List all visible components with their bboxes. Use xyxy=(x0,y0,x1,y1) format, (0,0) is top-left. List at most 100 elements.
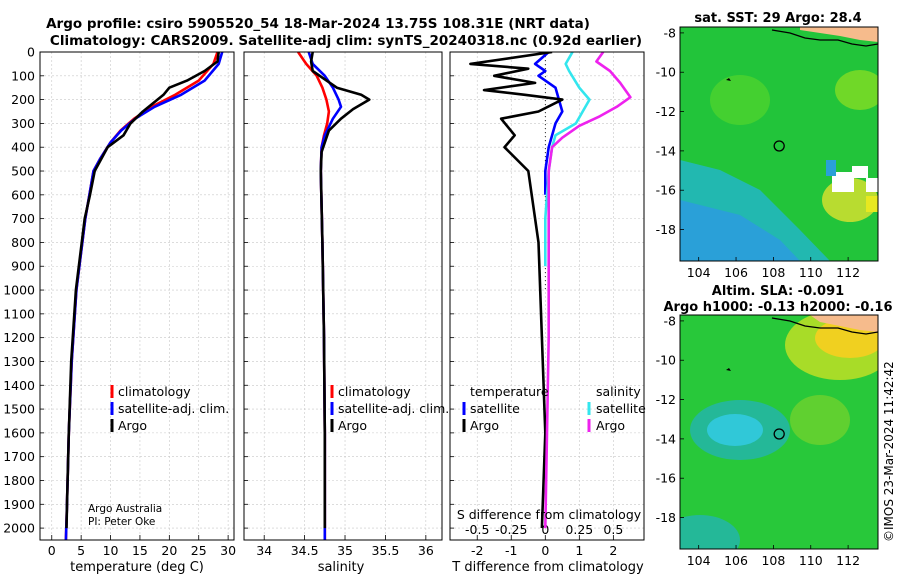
sla-map-frame xyxy=(679,314,879,550)
depth-tick-label: 1600 xyxy=(3,425,35,440)
x-tick-label: 0 xyxy=(48,543,56,558)
depth-tick-label: 0 xyxy=(27,45,35,60)
title-line-2: Climatology: CARS2009. Satellite-adj cli… xyxy=(50,33,642,49)
legend-label-argo: Argo xyxy=(118,418,147,433)
depth-tick-label: 800 xyxy=(11,235,35,250)
x-tick-label: -2 xyxy=(471,543,483,558)
depth-tick-label: 1500 xyxy=(3,402,35,417)
sst-warm-patch-2 xyxy=(710,75,770,125)
sst-coastline xyxy=(771,29,878,47)
salinity-legend: climatology satellite-adj. clim. Argo xyxy=(330,384,449,433)
depth-tick-label: 1900 xyxy=(3,497,35,512)
sst-map-frame xyxy=(679,26,879,262)
x-tick-label: 30 xyxy=(220,543,236,558)
series-line-argo xyxy=(65,52,220,529)
series-line-t-satellite xyxy=(533,52,564,195)
depth-tick-label: 200 xyxy=(11,92,35,107)
series-group xyxy=(64,52,224,540)
map-x-tick-label: 112 xyxy=(836,265,860,280)
legend-label-satellite: satellite-adj. clim. xyxy=(118,401,229,416)
sla-map xyxy=(680,315,878,549)
x-tick-label: -1 xyxy=(505,543,517,558)
annotation-pi: PI: Peter Oke xyxy=(88,516,155,528)
sst-cloud-gap-3 xyxy=(866,178,878,192)
sst-cold-spot xyxy=(826,160,836,176)
map-y-tick-label: -16 xyxy=(656,183,676,198)
map-x-tick-label: 112 xyxy=(836,553,860,568)
x-tick-label: 0 xyxy=(541,543,549,558)
sst-warm-patch-3 xyxy=(835,70,878,110)
depth-tick-label: 2000 xyxy=(3,521,35,536)
depth-tick-label: 700 xyxy=(11,211,35,226)
depth-axis: 0 100 200 300 400 500 600 700 800 900 1000 1100 1200… xyxy=(3,45,35,536)
s-tick-label: 0.25 xyxy=(565,522,593,537)
sla-map-title: Altim. SLA: -0.091 xyxy=(712,284,844,299)
sst-map-axes: 104 106 108 110 112 -8 -10 -12 -14 -16 -18 xyxy=(656,25,860,280)
s-difference-xlabel: S difference from climatology xyxy=(457,507,642,522)
series-group xyxy=(297,52,371,540)
sla-map-axes: 104 106 108 110 112 -8 -10 -12 -14 -16 -18 xyxy=(656,313,860,568)
x-tick-label: 2 xyxy=(609,543,617,558)
map-x-tick-label: 106 xyxy=(724,553,748,568)
map-x-tick-label: 104 xyxy=(687,553,711,568)
depth-tick-label: 1400 xyxy=(3,378,35,393)
x-tick-label: 25 xyxy=(191,543,207,558)
difference-panel: -2 -1 0 1 2 -0.5 -0.25 0 0.25 0.5 xyxy=(449,51,645,558)
depth-tick-label: 1200 xyxy=(3,330,35,345)
map-x-tick-label: 110 xyxy=(799,553,823,568)
depth-tick-label: 1300 xyxy=(3,354,35,369)
salinity-panel: 34 34.5 35 35.5 36 xyxy=(243,51,443,558)
sla-low-patch-2 xyxy=(707,414,763,446)
legend-title-salinity: salinity xyxy=(596,384,641,399)
sst-argo-marker xyxy=(773,140,785,152)
depth-tick-label: 900 xyxy=(11,259,35,274)
x-tick-label: 34.5 xyxy=(291,543,319,558)
salinity-xlabel: salinity xyxy=(318,560,365,575)
temperature-legend: climatology satellite-adj. clim. Argo xyxy=(110,384,229,433)
x-tick-label: 34 xyxy=(256,543,272,558)
legend-label-s-satellite: satellite xyxy=(596,401,646,416)
x-tick-label: 20 xyxy=(161,543,177,558)
map-x-tick-label: 104 xyxy=(687,265,711,280)
s-tick-label: 0.5 xyxy=(603,522,623,537)
depth-tick-label: 600 xyxy=(11,187,35,202)
map-y-tick-label: -18 xyxy=(656,222,676,237)
sst-cloud-gap-2 xyxy=(852,166,868,178)
depth-tick-label: 1700 xyxy=(3,449,35,464)
x-tick-label: 35.5 xyxy=(372,543,400,558)
sla-land xyxy=(810,315,878,332)
legend-title-temperature: temperature xyxy=(470,384,549,399)
sst-hot-spot xyxy=(866,196,878,212)
x-tick-label: 5 xyxy=(77,543,85,558)
map-x-tick-label: 106 xyxy=(724,265,748,280)
legend-label-t-argo: Argo xyxy=(470,418,499,433)
x-tick-label: 1 xyxy=(575,543,583,558)
credit: ©IMOS 23-Mar-2024 11:42:42 xyxy=(882,361,896,542)
depth-tick-label: 300 xyxy=(11,116,35,131)
legend-label-climatology: climatology xyxy=(118,384,191,399)
difference-xlabel: T difference from climatology xyxy=(451,560,644,575)
sla-low-patch-3 xyxy=(680,515,740,549)
x-tick-label: 36 xyxy=(418,543,434,558)
difference-legend: temperature satellite Argo salinity sate… xyxy=(462,384,646,433)
map-y-tick-label: -12 xyxy=(656,104,676,119)
sst-map xyxy=(680,27,878,261)
sla-argo-marker xyxy=(773,428,785,440)
map-y-tick-label: -14 xyxy=(656,143,676,158)
series-group xyxy=(469,52,632,529)
temperature-xlabel: temperature (deg C) xyxy=(70,560,204,575)
depth-tick-label: 400 xyxy=(11,140,35,155)
legend-label-s-argo: Argo xyxy=(596,418,625,433)
annotation-institution: Argo Australia xyxy=(88,503,162,515)
series-line-argo xyxy=(309,52,371,529)
x-tick-label: 10 xyxy=(103,543,119,558)
map-y-tick-label: -10 xyxy=(656,353,676,368)
legend-label-satellite: satellite-adj. clim. xyxy=(338,401,449,416)
s-tick-label: -0.5 xyxy=(465,522,489,537)
sla-island xyxy=(726,368,731,371)
map-x-tick-label: 110 xyxy=(799,265,823,280)
depth-tick-label: 1100 xyxy=(3,306,35,321)
series-line-t-argo xyxy=(469,52,564,529)
map-x-tick-label: 108 xyxy=(761,553,785,568)
